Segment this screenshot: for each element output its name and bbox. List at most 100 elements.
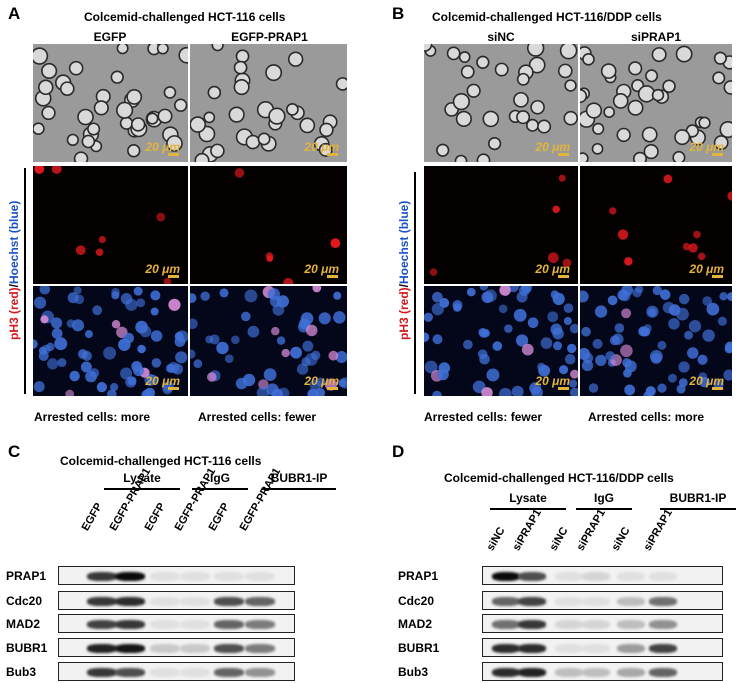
blot-band — [582, 572, 610, 581]
scale-bar-label: 20 μm — [145, 140, 180, 154]
lane-label-d-3: siPRAP1 — [574, 507, 608, 553]
blot-band — [150, 572, 180, 581]
row-label-c-3: BUBR1 — [6, 641, 48, 655]
blot-band — [518, 620, 546, 629]
blot-band — [87, 668, 117, 677]
scale-bar-label: 20 μm — [304, 374, 339, 388]
panel-a-ph3-image-2: 20 μm — [190, 166, 347, 284]
blot-band — [245, 572, 275, 581]
scale-bar-label: 20 μm — [689, 140, 724, 154]
blot-band — [115, 668, 145, 677]
scale-bar — [327, 275, 338, 278]
group-label-c-2: BUBR1-IP — [270, 471, 328, 485]
blot-strip-d-1 — [482, 591, 723, 610]
panel-b-phase-image-1: 20 μm — [424, 44, 578, 162]
blot-band — [87, 620, 117, 629]
scale-bar — [712, 275, 723, 278]
panel-b-caption-2: Arrested cells: more — [588, 410, 705, 424]
blot-band — [214, 597, 244, 606]
row-label-d-0: PRAP1 — [398, 569, 439, 583]
row-label-c-0: PRAP1 — [6, 569, 47, 583]
blot-band — [649, 644, 677, 653]
panel-a-stain-label: pH3 (red)/Hoechst (blue) — [7, 200, 21, 340]
panel-a-merge-image-1: 20 μm — [33, 286, 188, 396]
panel-a-caption-2: Arrested cells: fewer — [198, 410, 317, 424]
lane-label-d-4: siNC — [609, 525, 633, 553]
blot-band — [150, 620, 180, 629]
blot-strip-d-2 — [482, 614, 723, 633]
panel-c-title: Colcemid-challenged HCT-116 cells — [60, 454, 262, 468]
blot-band — [115, 597, 145, 606]
scale-bar — [558, 275, 569, 278]
blot-band — [115, 620, 145, 629]
blot-band — [555, 668, 583, 677]
panel-letter-c: C — [8, 442, 21, 461]
panel-a-stain-bracket — [24, 168, 26, 394]
group-underline-c-2 — [262, 488, 336, 490]
blot-band — [180, 620, 210, 629]
panel-b-caption-1: Arrested cells: fewer — [424, 410, 543, 424]
row-label-d-3: BUBR1 — [398, 641, 440, 655]
lane-label-c-4: EGFP — [206, 501, 232, 533]
blot-band — [582, 597, 610, 606]
panel-b-col-2: siPRAP1 — [630, 30, 682, 44]
blot-strip-d-4 — [482, 662, 723, 681]
blot-band — [617, 668, 645, 677]
scale-bar — [168, 153, 179, 156]
blot-band — [150, 644, 180, 653]
lane-label-c-2: EGFP — [142, 501, 168, 533]
row-label-c-2: MAD2 — [6, 617, 41, 631]
panel-b-ph3-image-2: 20 μm — [580, 166, 732, 284]
blot-band — [582, 644, 610, 653]
blot-band — [617, 620, 645, 629]
blot-band — [115, 644, 145, 653]
row-label-d-2: MAD2 — [398, 617, 433, 631]
group-label-d-0: Lysate — [509, 491, 547, 505]
scale-bar-label: 20 μm — [535, 140, 570, 154]
panel-b-stain-label: pH3 (red)/Hoechst (blue) — [397, 200, 411, 340]
blot-band — [150, 597, 180, 606]
blot-band — [518, 597, 546, 606]
blot-band — [87, 644, 117, 653]
blot-band — [492, 644, 520, 653]
panel-b-phase-image-2: 20 μm — [580, 44, 732, 162]
blot-band — [492, 597, 520, 606]
blot-band — [649, 620, 677, 629]
group-underline-d-1 — [576, 508, 632, 510]
blot-band — [214, 620, 244, 629]
blot-band — [180, 668, 210, 677]
scale-bar-label: 20 μm — [535, 262, 570, 276]
blot-band — [150, 668, 180, 677]
blot-band — [649, 668, 677, 677]
scale-bar — [712, 153, 723, 156]
blot-band — [617, 644, 645, 653]
panel-a-caption-1: Arrested cells: more — [34, 410, 151, 424]
blot-band — [555, 572, 583, 581]
panel-b-title: Colcemid-challenged HCT-116/DDP cells — [432, 10, 662, 24]
blot-band — [649, 597, 677, 606]
panel-a-title: Colcemid-challenged HCT-116 cells — [84, 10, 286, 24]
group-label-d-1: IgG — [594, 491, 614, 505]
blot-band — [180, 572, 210, 581]
blot-strip-c-3 — [58, 638, 295, 657]
scale-bar-label: 20 μm — [145, 262, 180, 276]
blot-band — [492, 668, 520, 677]
blot-band — [180, 597, 210, 606]
blot-band — [214, 644, 244, 653]
blot-strip-d-0 — [482, 566, 723, 585]
blot-band — [518, 668, 546, 677]
blot-strip-c-0 — [58, 566, 295, 585]
scale-bar-label: 20 μm — [304, 140, 339, 154]
blot-strip-c-4 — [58, 662, 295, 681]
group-label-c-1: IgG — [210, 471, 230, 485]
panel-a-merge-image-2: 20 μm — [190, 286, 347, 396]
group-underline-d-2 — [660, 508, 736, 510]
scale-bar-label: 20 μm — [535, 374, 570, 388]
group-underline-d-0 — [490, 508, 566, 510]
blot-strip-c-2 — [58, 614, 295, 633]
scale-bar — [168, 275, 179, 278]
blot-band — [555, 597, 583, 606]
row-label-c-4: Bub3 — [6, 665, 36, 679]
blot-band — [518, 644, 546, 653]
blot-band — [180, 644, 210, 653]
